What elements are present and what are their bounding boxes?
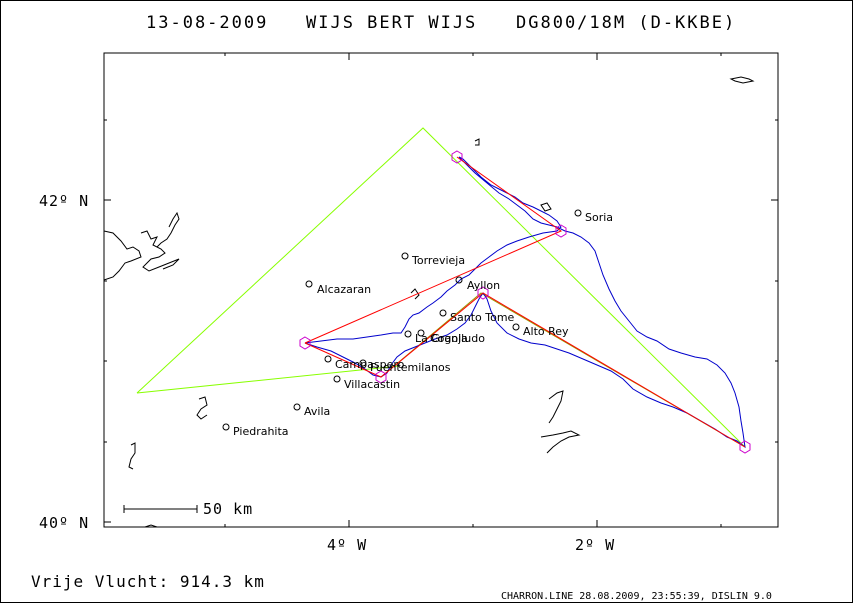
scale-bar (123, 505, 198, 513)
town-marker (574, 209, 582, 217)
town-label-avila: Avila (304, 405, 330, 418)
town-label-ayllon: Ayllon (467, 279, 500, 292)
town-label-torrevieja: Torrevieja (411, 254, 465, 267)
scale-bar-label: 50 km (203, 500, 253, 518)
lon-tick-2w: 2º W (575, 536, 615, 554)
town-marker (324, 355, 332, 363)
footer-credits: CHARRON.LINE 28.08.2009, 23:55:39, DISLI… (501, 591, 772, 602)
turnpoint-marker (375, 370, 387, 384)
axis-ticks (104, 53, 778, 527)
lon-tick-4w: 4º W (327, 536, 367, 554)
turnpoints (299, 150, 751, 454)
fai-triangle-outer-base (136, 365, 400, 394)
town-marker (293, 403, 301, 411)
lat-tick-42: 42º N (39, 192, 89, 210)
pilot-name: WIJS BERT WIJS (306, 13, 477, 33)
town-markers (222, 209, 582, 431)
water-outlines (103, 76, 755, 528)
town-label-piedrahita: Piedrahita (233, 425, 289, 438)
town-label-fuentemilanos: Fuentemilanos (370, 361, 451, 374)
flight-date: 13-08-2009 (146, 13, 268, 33)
glider-type: DG800/18M (D-KKBE) (516, 13, 736, 33)
town-marker (222, 423, 230, 431)
town-label-campaspero: Campaspero (335, 358, 405, 371)
town-marker (359, 359, 367, 367)
turnpoint-marker (451, 150, 463, 164)
town-marker (439, 309, 447, 317)
town-marker (512, 323, 520, 331)
turnpoint-marker (555, 224, 567, 238)
turnpoint-marker (477, 286, 489, 300)
town-label-cogolludo: Cogolludo (430, 332, 485, 345)
town-label-la-granja: La Granja (415, 332, 468, 345)
plot-area (103, 52, 779, 528)
town-marker (305, 280, 313, 288)
town-marker (417, 329, 425, 337)
turnpoint-marker (299, 336, 311, 350)
town-marker (455, 276, 463, 284)
town-label-villacastin: Villacastin (344, 378, 400, 391)
lat-tick-40: 40º N (39, 514, 89, 532)
town-label-alto-rey: Alto Rey (523, 325, 569, 338)
free-flight-distance: Vrije Vlucht: 914.3 km (31, 572, 265, 591)
turnpoint-marker (739, 440, 751, 454)
town-marker (401, 252, 409, 260)
gps-track (304, 156, 746, 449)
town-label-alcazaran: Alcazaran (317, 283, 371, 296)
town-label-soria: Soria (585, 211, 613, 224)
town-label-santo-tome: Santo Tome (450, 311, 515, 324)
task-legs-south (304, 292, 746, 448)
town-marker (404, 330, 412, 338)
task-legs-north (304, 156, 563, 344)
town-marker (333, 375, 341, 383)
fai-triangle-outer (136, 127, 746, 448)
